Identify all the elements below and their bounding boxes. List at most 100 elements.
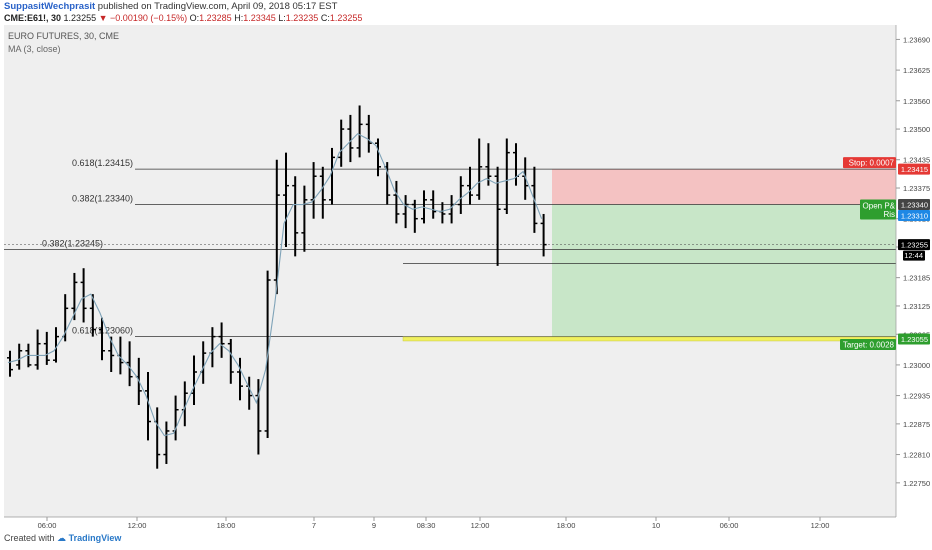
x-tick-label: 9 bbox=[372, 521, 376, 530]
publish-header: SuppasitWechprasit published on TradingV… bbox=[4, 1, 337, 12]
close-value: 1.23255 bbox=[329, 13, 363, 23]
ohlc-bar bbox=[402, 195, 409, 229]
down-arrow-icon: ▼ bbox=[98, 13, 108, 23]
ohlc-bar bbox=[80, 268, 87, 323]
ohlc-bar bbox=[126, 341, 133, 387]
ohlc-bar bbox=[218, 322, 225, 358]
open-label: O: bbox=[189, 13, 200, 23]
ohlc-bar bbox=[53, 327, 59, 363]
countdown-label-bg bbox=[903, 250, 925, 261]
footer: Created with ☁ TradingView bbox=[4, 533, 121, 544]
last-price-label-bg bbox=[898, 239, 930, 251]
y-tick-label: 1.22810 bbox=[903, 451, 930, 460]
indicator-legend[interactable]: MA (3, close) bbox=[8, 44, 61, 54]
ohlc-bar bbox=[237, 357, 243, 401]
high-value: 1.23345 bbox=[243, 13, 276, 23]
ohlc-bar bbox=[485, 143, 492, 186]
y-tick-label: 1.23625 bbox=[903, 66, 930, 75]
ohlc-bar bbox=[89, 294, 96, 337]
ohlc-bar bbox=[7, 350, 13, 377]
ohlc-bar bbox=[356, 105, 363, 158]
ma-line bbox=[7, 133, 543, 437]
y-tick-label: 1.23000 bbox=[903, 361, 930, 370]
y-tick-label: 1.22750 bbox=[903, 479, 930, 488]
x-tick-label: 06:00 bbox=[720, 521, 739, 530]
ohlc-bar bbox=[319, 166, 326, 219]
last-price-label-text: 1.23255 bbox=[901, 241, 928, 250]
last-price-label: 1.23255 bbox=[898, 239, 930, 251]
ohlc-bar bbox=[430, 190, 437, 219]
ohlc-bar bbox=[329, 147, 335, 205]
created-with-text: Created with bbox=[4, 533, 55, 543]
target-badge: Target: 0.0028 bbox=[840, 338, 896, 350]
high-label: H: bbox=[234, 13, 244, 23]
y-tick-label: 1.23185 bbox=[903, 274, 930, 283]
ohlc-bar bbox=[43, 331, 50, 365]
ohlc-bar bbox=[301, 185, 308, 252]
ohlc-bar bbox=[71, 272, 78, 321]
stop-badge: Stop: 0.0007 bbox=[843, 157, 896, 169]
y-tick-label: 1.23435 bbox=[903, 156, 930, 165]
last-price: 1.23255 bbox=[63, 13, 97, 23]
target-badge-text: Target: 0.0028 bbox=[843, 340, 895, 349]
ohlc-bar bbox=[145, 371, 151, 441]
close-label: C: bbox=[320, 13, 330, 23]
entry-blue-price-label-text: 1.23310 bbox=[901, 212, 928, 221]
ohlc-bar bbox=[476, 138, 483, 200]
fib-level-label: 0.382(1.23340) bbox=[72, 194, 133, 204]
stop-badge-bg bbox=[843, 157, 896, 169]
ohlc-bar bbox=[108, 336, 115, 372]
ohlc-bar bbox=[16, 343, 23, 370]
tradingview-cloud-icon: ☁ bbox=[57, 533, 67, 543]
price-chart[interactable]: 0.618(1.23415) 0.382(1.23340) 0.382(1.2324… bbox=[0, 25, 932, 533]
entry-blue-price-label-bg bbox=[898, 210, 930, 222]
open-pl-text: Open P& bbox=[863, 202, 896, 211]
ohlc-bar bbox=[338, 119, 345, 167]
countdown-label: 12:44 bbox=[903, 250, 925, 261]
target-price-label: 1.23055 bbox=[898, 333, 930, 345]
stop-zone bbox=[552, 169, 896, 205]
x-tick-label: 12:00 bbox=[811, 521, 830, 530]
x-tick-label: 12:00 bbox=[128, 521, 147, 530]
ohlc-bar bbox=[457, 176, 464, 214]
ohlc-bar bbox=[365, 114, 372, 153]
y-tick-label: 1.23500 bbox=[903, 125, 930, 134]
y-tick-label: 1.23560 bbox=[903, 97, 930, 106]
x-tick-label: 10 bbox=[652, 521, 660, 530]
x-tick-label: 18:00 bbox=[557, 521, 576, 530]
countdown-label-text: 12:44 bbox=[904, 251, 923, 260]
ohlc-bar bbox=[540, 213, 547, 257]
ohlc-bar bbox=[347, 114, 354, 163]
low-value: 1.23235 bbox=[285, 13, 319, 23]
stop-badge-text: Stop: 0.0007 bbox=[849, 159, 895, 168]
ohlc-bar bbox=[227, 338, 234, 384]
ohlc-bar bbox=[292, 176, 299, 257]
ohlc-bar bbox=[163, 421, 170, 464]
ohlc-bar bbox=[34, 329, 41, 370]
risk-text: Ris bbox=[883, 210, 895, 219]
ohlc-bar bbox=[467, 166, 473, 205]
published-text: published on TradingView.com, April 09, … bbox=[97, 1, 338, 12]
ohlc-bar bbox=[411, 199, 418, 233]
y-tick-label: 1.23125 bbox=[903, 302, 930, 311]
low-label: L: bbox=[278, 13, 286, 23]
target-price-label-bg bbox=[898, 333, 930, 345]
target-line bbox=[402, 336, 897, 342]
ohlc-bar bbox=[503, 138, 510, 214]
ohlc-bar bbox=[99, 317, 105, 361]
tradingview-brand[interactable]: TradingView bbox=[68, 533, 122, 543]
ohlc-bar bbox=[273, 159, 280, 295]
change-value: −0.00190 (−0.15%) bbox=[110, 13, 188, 23]
entry-blue-price-label: 1.23310 bbox=[898, 210, 930, 222]
target-badge-bg bbox=[840, 338, 896, 350]
entry-price-label-text: 1.23340 bbox=[901, 201, 928, 210]
fib-level-label: 0.382(1.23245) bbox=[42, 238, 103, 248]
stop-price-label-text: 1.23415 bbox=[901, 165, 928, 174]
stop-price-label-bg bbox=[898, 163, 930, 175]
open-pl-bg bbox=[860, 199, 896, 220]
x-tick-label: 7 bbox=[312, 521, 316, 530]
x-tick-label: 12:00 bbox=[471, 521, 490, 530]
symbol-label: CME:E61!, 30 bbox=[4, 13, 62, 23]
author-link[interactable]: SuppasitWechprasit bbox=[4, 1, 96, 12]
target-price-label-text: 1.23055 bbox=[901, 335, 928, 344]
